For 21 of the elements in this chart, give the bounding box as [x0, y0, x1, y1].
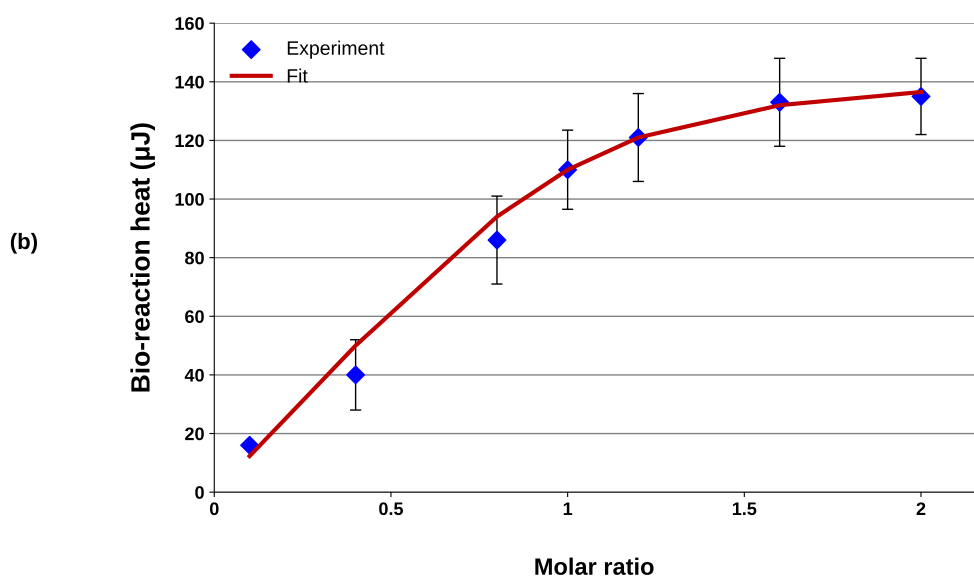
- y-tick-label: 140: [176, 76, 204, 89]
- x-tick-label: 0.5: [379, 502, 404, 516]
- x-tick-label: 1: [564, 502, 572, 515]
- point: [487, 230, 506, 250]
- y-tick-label: 120: [176, 134, 204, 148]
- y-tick-label: 20: [185, 427, 204, 440]
- x-axis-title: Molar ratio: [535, 558, 654, 575]
- y-tick-label: 40: [184, 368, 204, 382]
- point: [346, 365, 366, 384]
- x-tick-label: 1.5: [732, 502, 756, 516]
- y-axis-title: Bio-reaction heat (μJ): [130, 123, 155, 392]
- legend-label: Fit: [288, 68, 308, 83]
- x-tick-label: 2: [916, 502, 926, 515]
- y-tick-label: 100: [176, 192, 204, 206]
- x-tick-label: 0: [210, 502, 219, 516]
- y-tick-label: 0: [195, 486, 204, 499]
- legend-label: Experiment: [288, 40, 384, 59]
- text: (b): [10, 232, 38, 254]
- y-tick-label: 80: [185, 252, 204, 264]
- y-tick-label: 160: [176, 17, 204, 30]
- y-tick-label: 60: [185, 310, 204, 323]
